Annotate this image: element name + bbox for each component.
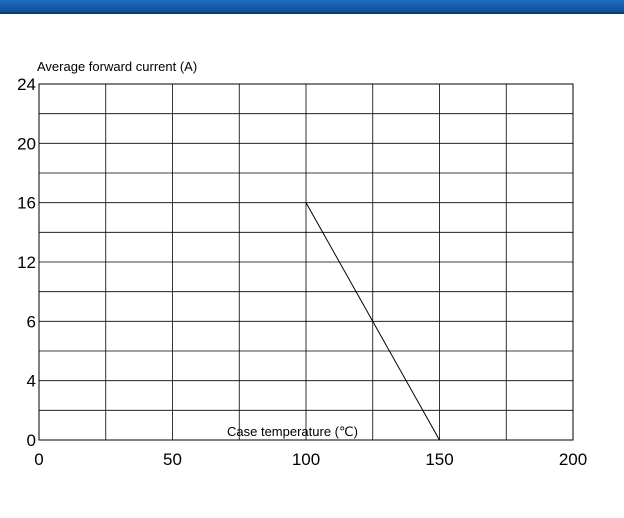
y-axis-title: Average forward current (A) [37,59,197,74]
x-tick-label: 200 [559,450,587,469]
x-tick-label: 100 [292,450,320,469]
window-header-bar [0,0,624,14]
y-tick-label: 16 [17,194,36,213]
plot-frame [38,83,574,441]
derating-curve [305,202,440,441]
series-layer [305,202,440,441]
y-tick-label: 20 [17,134,36,153]
y-tick-labels: 0 4 6 12 16 20 24 [17,75,36,450]
y-tick-label: 24 [17,75,36,94]
x-tick-label: 150 [425,450,453,469]
x-tick-labels: 0 50 100 150 200 [34,450,587,469]
y-tick-label: 12 [17,253,36,272]
x-tick-label: 0 [34,450,43,469]
y-tick-label: 0 [27,431,36,450]
x-tick-label: 50 [163,450,182,469]
x-axis-title: Case temperature (℃) [227,424,358,439]
y-tick-label: 4 [27,372,36,391]
y-tick-label: 6 [27,312,36,331]
chart-grid [39,84,573,440]
